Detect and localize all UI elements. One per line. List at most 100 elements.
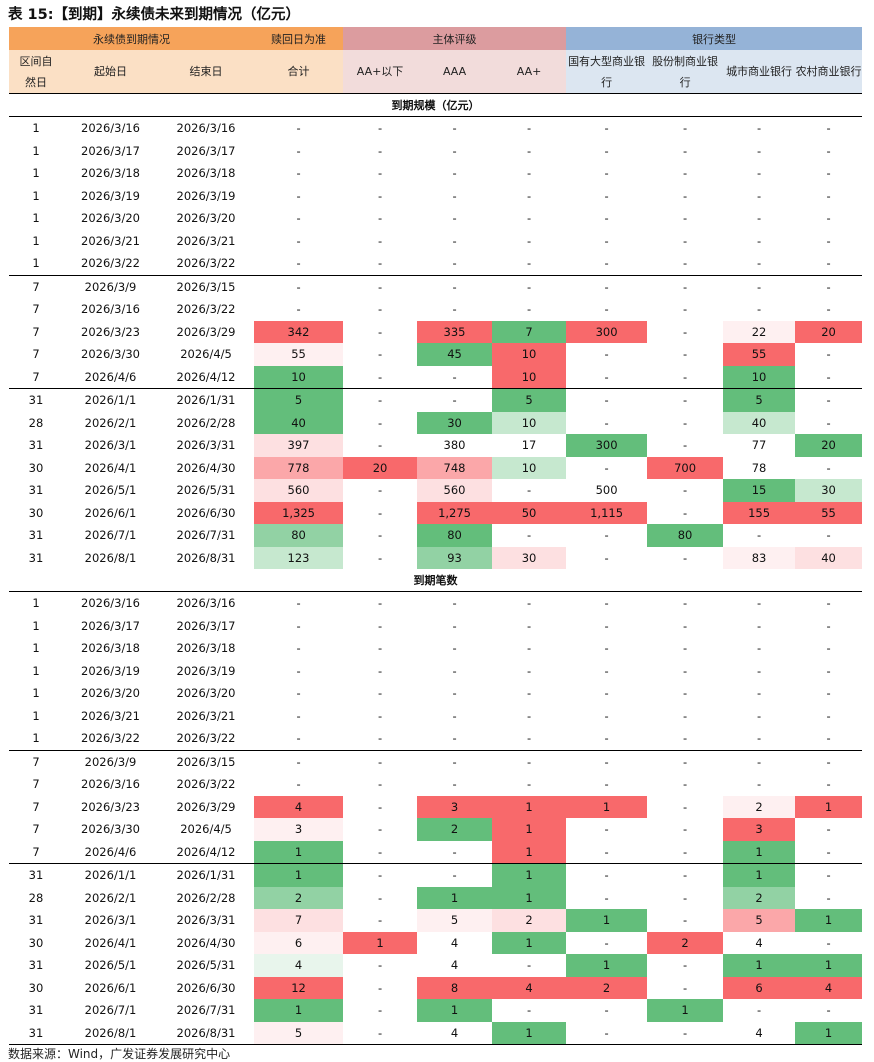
table-row: 28 2026/2/1 2026/2/28 2 - 1 1 - - 2 - <box>9 886 862 909</box>
table-cell: - <box>526 663 532 678</box>
table-cell: 7 <box>32 369 40 384</box>
table-cell: - <box>682 143 688 158</box>
table-cell: - <box>526 958 532 973</box>
table-row: 31 2026/8/1 2026/8/31 123 - 93 30 - - 83 40 <box>9 546 863 569</box>
table-cell: - <box>682 913 688 928</box>
table-row: 7 2026/3/16 2026/3/22 - - - - - - - - <box>9 298 862 321</box>
table-cell: 1 <box>566 795 648 818</box>
table-cell: 2026/4/1 <box>84 935 137 950</box>
table-cell: - <box>566 274 648 298</box>
table-cell: 40 <box>723 411 796 434</box>
table-row: 31 2026/3/1 2026/3/31 397 - 380 17 300 - 77 20 <box>9 434 863 457</box>
table-cell: 1 <box>254 863 344 887</box>
table-cell: 31 <box>28 483 44 498</box>
table-cell: - <box>254 274 344 298</box>
table-row: 30 2026/6/1 2026/6/30 12-8 4 2-6 4 <box>9 976 863 999</box>
table-cell: 1 <box>32 708 40 723</box>
table-cell: - <box>604 460 609 475</box>
table-title: 表 15:【到期】永续债未来到期情况（亿元） <box>8 7 301 23</box>
table-cell: - <box>756 618 762 633</box>
table-row: 7 2026/4/6 2026/4/12 10 - - 10 - - 10 - <box>9 365 862 389</box>
table-cell: 2026/3/17 <box>176 618 236 633</box>
table-cell: - <box>826 166 831 181</box>
table-cell: 10 <box>254 365 344 389</box>
table-cell: 2026/6/1 <box>84 980 137 995</box>
table-cell: 10 <box>492 365 567 389</box>
table-cell: - <box>826 686 831 701</box>
table-cell: - <box>756 121 762 136</box>
table-cell: 5 <box>254 388 344 412</box>
table-cell: - <box>682 233 688 248</box>
table-cell: - <box>526 618 532 633</box>
table-cell: - <box>826 731 831 746</box>
table-cell: 1 <box>566 954 648 977</box>
table-cell: - <box>826 460 831 475</box>
table-cell: 4 <box>795 976 863 999</box>
table-cell: 2026/3/17 <box>81 618 140 633</box>
table-cell: - <box>756 188 762 203</box>
table-cell: 1 <box>32 233 40 248</box>
table-cell: 10 <box>492 456 567 479</box>
table-cell: 17 <box>521 438 537 453</box>
row-group: 1 2026/3/16 2026/3/16 - - - - - - - - 1 2026/3/17 202… <box>9 117 862 276</box>
table-cell: 3 <box>417 795 493 818</box>
table-cell: 50 <box>492 501 567 524</box>
table-cell: 2026/7/1 <box>84 1003 137 1018</box>
table-cell: - <box>526 233 532 248</box>
table-cell: 2026/3/31 <box>176 913 236 928</box>
table-cell: - <box>526 596 532 611</box>
table-cell: 2026/5/31 <box>176 483 236 498</box>
table-cell: 1 <box>492 840 567 864</box>
table-cell: 2026/1/1 <box>63 388 158 412</box>
table-cell: - <box>604 596 609 611</box>
table-cell: 1,325 <box>254 501 344 524</box>
table-cell: 31 <box>9 388 63 412</box>
table-cell: - <box>826 369 831 384</box>
table-cell: - <box>826 415 831 430</box>
table-cell: 2026/7/31 <box>176 528 236 543</box>
table-cell: 1,275 <box>417 501 493 524</box>
table-cell: - <box>604 822 609 837</box>
table-cell: 2026/8/31 <box>176 550 236 565</box>
table-cell: - <box>723 274 796 298</box>
table-cell: 1 <box>566 909 648 932</box>
table-cell: 1 <box>32 211 40 226</box>
table-cell: 31 <box>28 913 44 928</box>
table-cell: 380 <box>443 438 466 453</box>
table-row: 7 2026/3/30 2026/4/5 55 - 45 10 - - 55 - <box>9 343 862 366</box>
table-cell: 2026/3/19 <box>81 663 140 678</box>
table-cell: - <box>604 347 609 362</box>
table-cell: - <box>682 799 688 814</box>
table-cell: - <box>604 686 609 701</box>
table-cell: 2026/3/29 <box>176 799 236 814</box>
table-cell: 2026/1/31 <box>158 388 255 412</box>
table-cell: - <box>296 211 301 226</box>
table-cell: 1 <box>32 618 40 633</box>
table-cell: 1,115 <box>566 501 648 524</box>
table-cell: 2026/3/16 <box>81 302 140 317</box>
table-cell: 2 <box>566 976 648 999</box>
table-cell: 30 <box>417 411 493 434</box>
table-cell: - <box>604 166 609 181</box>
table-cell: 1 <box>795 954 863 977</box>
table-row: 31 2026/7/1 2026/7/31 80 - 80 - - 80 - - <box>9 524 862 547</box>
table-cell: - <box>296 256 301 271</box>
table-cell: 1 <box>254 999 344 1022</box>
col-header-state-bank: 国有大型商业银行 <box>566 50 648 94</box>
table-cell: - <box>604 890 609 905</box>
table-cell: 2026/4/5 <box>180 822 232 837</box>
table-cell: - <box>756 143 762 158</box>
col-header-total: 合计 <box>254 50 344 94</box>
table-cell: - <box>682 166 688 181</box>
table-row: 1 2026/3/17 2026/3/17 - - - - - - - - <box>9 140 862 163</box>
table-cell: - <box>826 302 831 317</box>
table-cell: - <box>417 274 493 298</box>
row-group: 31 2026/1/1 2026/1/31 5- -5- -5-28 2026/2/1 202… <box>9 388 863 569</box>
table-cell: - <box>343 749 418 773</box>
table-cell: 2026/3/30 <box>81 822 140 837</box>
table-cell: 2026/3/19 <box>81 188 140 203</box>
table-cell: - <box>682 188 688 203</box>
table-row: 1 2026/3/16 2026/3/16 - - - - - - - - <box>9 592 862 615</box>
table-cell: - <box>604 663 609 678</box>
table-cell: 2026/8/1 <box>84 1025 137 1040</box>
